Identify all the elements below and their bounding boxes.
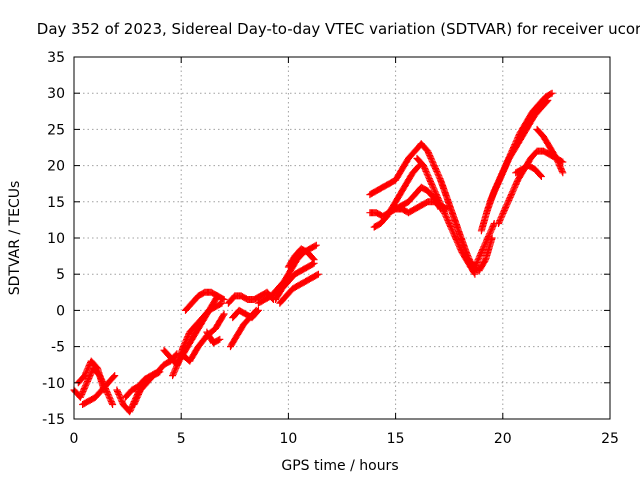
data-marks bbox=[366, 140, 425, 199]
y-tick-label: 25 bbox=[47, 122, 65, 138]
y-tick-label: 5 bbox=[56, 267, 65, 283]
data-series-trace-3 bbox=[79, 372, 119, 408]
data-series-trace-14 bbox=[229, 306, 262, 322]
y-tick-label: 20 bbox=[47, 159, 65, 175]
data-marks bbox=[203, 328, 224, 347]
data-series-trace-6 bbox=[130, 368, 164, 408]
x-tick-label: 10 bbox=[279, 431, 297, 447]
y-tick-label: 10 bbox=[47, 231, 65, 247]
data-series-trace-10 bbox=[177, 310, 228, 365]
data-series-trace-18 bbox=[284, 245, 318, 271]
data-series-trace-16 bbox=[272, 259, 318, 303]
data-marks bbox=[182, 288, 228, 314]
data-series-trace-19 bbox=[366, 140, 425, 199]
x-tick-label: 15 bbox=[387, 431, 405, 447]
y-axis-label: SDTVAR / TECUs bbox=[7, 181, 23, 296]
data-marks bbox=[276, 270, 322, 307]
data-series-trace-15 bbox=[254, 241, 320, 307]
y-tick-label: -5 bbox=[51, 340, 65, 356]
y-tick-label: -15 bbox=[42, 412, 65, 428]
y-tick-label: 0 bbox=[56, 303, 65, 319]
data-marks bbox=[79, 372, 119, 408]
data-marks bbox=[392, 198, 451, 217]
data-series-trace-22 bbox=[370, 162, 423, 231]
data-series-trace-26 bbox=[486, 96, 552, 206]
data-marks bbox=[284, 245, 318, 271]
x-tick-label: 25 bbox=[601, 431, 619, 447]
y-tick-label: 30 bbox=[47, 86, 65, 102]
x-tick-label: 5 bbox=[177, 431, 186, 447]
data-series-trace-11 bbox=[203, 328, 224, 347]
data-marks bbox=[254, 241, 320, 307]
data-marks bbox=[512, 162, 545, 180]
data-marks bbox=[272, 259, 318, 303]
axis-ticks: -15 -10 -5 0 5 10 15 20 25 30 35 0 5 10 15 20 25 bbox=[42, 50, 619, 447]
data-series-trace-30 bbox=[465, 220, 498, 271]
data-marks bbox=[533, 125, 567, 177]
y-tick-label: 35 bbox=[47, 50, 65, 66]
x-tick-label: 20 bbox=[494, 431, 512, 447]
chart-title: Day 352 of 2023, Sidereal Day-to-day VTE… bbox=[37, 20, 640, 38]
data-points bbox=[70, 89, 567, 416]
data-marks bbox=[130, 368, 164, 408]
data-marks bbox=[477, 89, 556, 235]
data-marks bbox=[465, 220, 498, 271]
x-axis-label: GPS time / hours bbox=[281, 458, 398, 474]
data-series-trace-8 bbox=[169, 292, 222, 380]
x-tick-label: 0 bbox=[70, 431, 79, 447]
y-tick-label: 15 bbox=[47, 195, 65, 211]
data-series-trace-29 bbox=[533, 125, 567, 177]
data-marks bbox=[486, 96, 552, 206]
data-marks bbox=[169, 292, 222, 380]
data-marks bbox=[370, 162, 423, 231]
data-series-trace-9 bbox=[182, 288, 228, 314]
data-series-trace-25 bbox=[477, 89, 556, 235]
y-tick-label: -10 bbox=[42, 376, 65, 392]
data-series-trace-28 bbox=[512, 162, 545, 180]
data-marks bbox=[229, 306, 262, 322]
data-marks bbox=[177, 310, 228, 365]
data-series-trace-24 bbox=[392, 198, 451, 217]
data-series-trace-17 bbox=[276, 270, 322, 307]
